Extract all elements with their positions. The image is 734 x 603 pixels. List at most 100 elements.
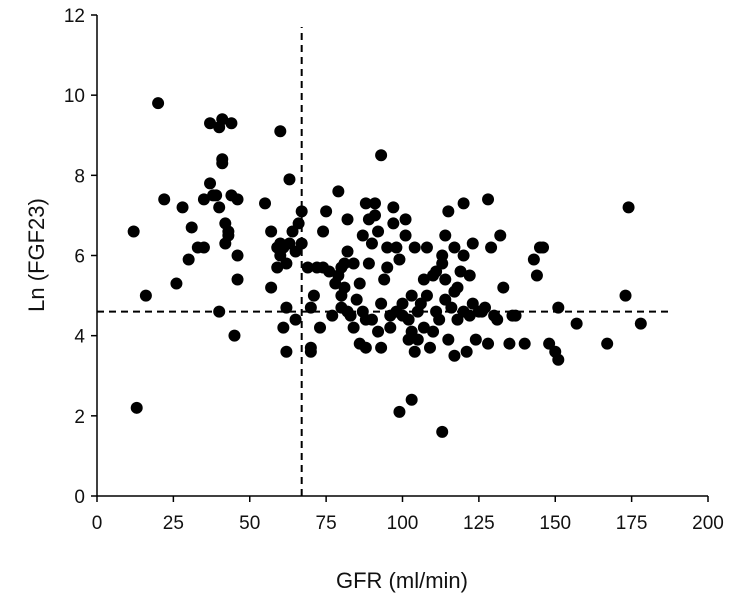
data-point: [197, 193, 210, 206]
data-point: [427, 325, 440, 338]
y-tick-label: 8: [74, 166, 85, 187]
data-point: [396, 297, 409, 310]
data-point: [442, 205, 455, 218]
data-point: [213, 305, 226, 318]
data-point: [436, 257, 449, 270]
data-point: [460, 345, 473, 358]
data-point: [158, 193, 171, 206]
data-point: [448, 241, 461, 254]
data-point: [362, 257, 375, 270]
x-tick-label: 50: [239, 513, 260, 534]
data-point: [408, 345, 421, 358]
data-point: [347, 321, 360, 334]
data-point: [304, 345, 317, 358]
data-point: [405, 393, 418, 406]
data-point: [259, 197, 272, 210]
data-point: [228, 329, 241, 342]
data-point: [344, 309, 357, 322]
data-point: [482, 337, 495, 350]
x-axis-title: GFR (ml/min): [336, 568, 468, 593]
data-point: [463, 269, 476, 282]
y-tick-label: 6: [74, 247, 85, 268]
data-point: [204, 117, 217, 130]
data-point: [469, 333, 482, 346]
data-point: [231, 273, 244, 286]
data-point: [384, 321, 397, 334]
data-point: [365, 313, 378, 326]
data-point: [372, 325, 385, 338]
data-point: [433, 313, 446, 326]
data-point: [127, 225, 140, 238]
data-point: [152, 97, 165, 110]
data-point: [466, 237, 479, 250]
data-point: [530, 269, 543, 282]
data-point: [408, 241, 421, 254]
x-tick-group: 0 25 50 75 100 125 150 175 200: [92, 496, 724, 534]
data-point: [320, 205, 333, 218]
data-point: [213, 201, 226, 214]
data-point: [378, 273, 391, 286]
data-point: [170, 277, 183, 290]
data-point: [420, 241, 433, 254]
data-point: [417, 273, 430, 286]
data-point: [457, 249, 470, 262]
data-point: [399, 229, 412, 242]
data-point: [454, 265, 467, 278]
data-point: [347, 257, 360, 270]
data-point: [369, 197, 382, 210]
data-point: [197, 241, 210, 254]
data-point: [439, 273, 452, 286]
x-tick-label: 125: [463, 513, 495, 534]
data-point: [359, 341, 372, 354]
data-point: [265, 225, 278, 238]
data-point: [451, 281, 464, 294]
data-point: [185, 221, 198, 234]
x-tick-label: 0: [92, 513, 103, 534]
data-point: [622, 201, 635, 214]
data-point: [277, 321, 290, 334]
x-tick-label: 150: [539, 513, 571, 534]
data-point: [375, 341, 388, 354]
data-point: [356, 229, 369, 242]
data-point: [176, 201, 189, 214]
data-point: [619, 289, 632, 302]
data-point: [485, 241, 498, 254]
data-point: [601, 337, 614, 350]
data-point: [494, 229, 507, 242]
data-point: [405, 289, 418, 302]
data-point: [326, 309, 339, 322]
data-point: [225, 117, 238, 130]
data-point: [570, 317, 583, 330]
y-tick-group: 0 2 4 6 8 10 12: [64, 6, 97, 508]
data-point: [295, 205, 308, 218]
data-point: [634, 317, 647, 330]
data-point: [301, 261, 314, 274]
data-point: [216, 113, 229, 126]
data-point: [265, 281, 278, 294]
data-point: [399, 213, 412, 226]
data-point: [387, 201, 400, 214]
data-point: [338, 257, 351, 270]
data-point: [341, 245, 354, 258]
data-point: [436, 425, 449, 438]
x-tick-label: 200: [692, 513, 724, 534]
data-point: [439, 229, 452, 242]
data-point: [304, 301, 317, 314]
data-point: [353, 277, 366, 290]
data-point: [420, 289, 433, 302]
data-point: [341, 213, 354, 226]
y-tick-label: 12: [64, 6, 85, 27]
data-point: [369, 209, 382, 222]
data-point: [216, 157, 229, 170]
y-axis-title: Ln (FGF23): [24, 198, 49, 312]
data-point: [411, 333, 424, 346]
data-point: [381, 241, 394, 254]
data-point: [402, 313, 415, 326]
data-point: [552, 301, 565, 314]
data-point: [365, 237, 378, 250]
x-tick-label: 75: [316, 513, 337, 534]
data-point: [497, 281, 510, 294]
data-point: [445, 301, 458, 314]
data-point: [509, 309, 522, 322]
data-point: [381, 261, 394, 274]
